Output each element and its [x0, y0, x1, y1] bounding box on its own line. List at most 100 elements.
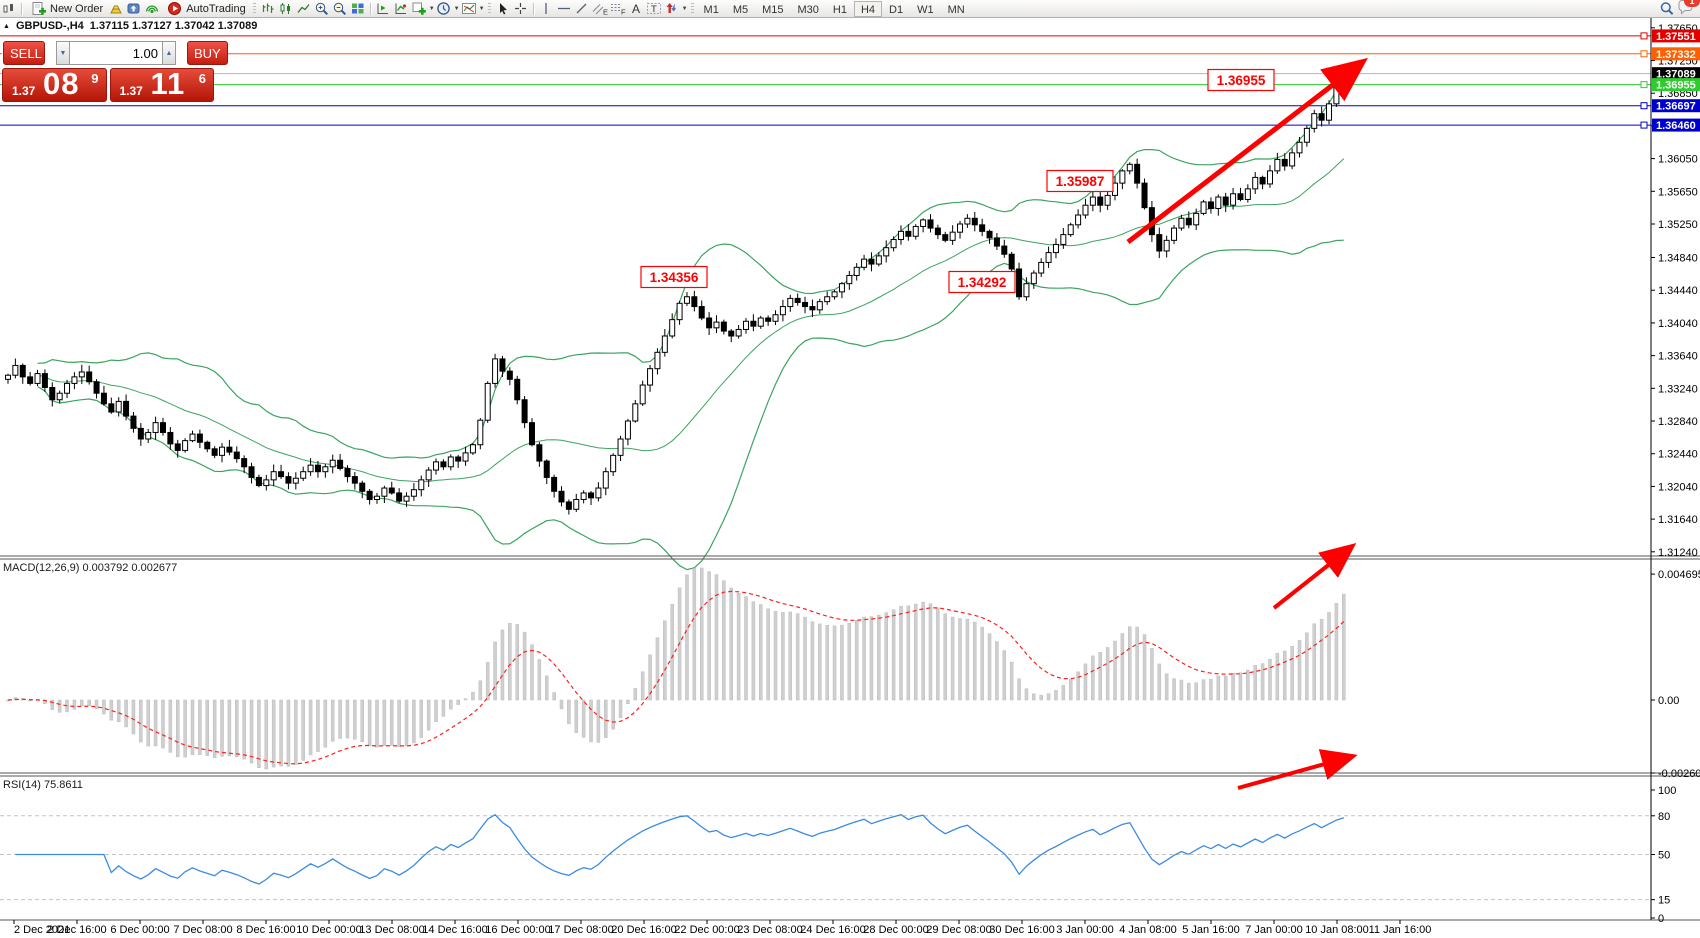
buy-price-panel[interactable]: 1.37 11 6 [109, 66, 214, 102]
deposit-gold-icon[interactable] [107, 1, 125, 17]
line-chart-button[interactable] [295, 1, 313, 17]
indicators-window-button[interactable] [374, 1, 392, 17]
candle-body [1104, 194, 1111, 206]
macd-histogram-bar [449, 699, 453, 710]
level-line-handle[interactable] [1640, 102, 1648, 110]
price-annotation-box[interactable] [1046, 169, 1114, 193]
macd-trend-arrow[interactable] [1272, 543, 1357, 610]
template-caret-icon[interactable]: ▼ [478, 5, 485, 12]
zoom-in-button[interactable] [313, 1, 331, 17]
macd-histogram-bar [699, 567, 704, 701]
macd-histogram-bar [1009, 661, 1014, 701]
sell-button[interactable]: SELL [3, 41, 45, 65]
main-trend-arrow[interactable] [1126, 57, 1368, 244]
trendline-button[interactable] [573, 1, 591, 17]
objects-window-button[interactable] [392, 1, 410, 17]
chart-symbol-period: GBPUSD-,H4 [15, 20, 84, 32]
level-line-handle[interactable] [1640, 32, 1648, 40]
arrows-caret-icon[interactable]: ▼ [681, 5, 688, 12]
candle-body [610, 454, 617, 473]
charts-icon[interactable] [0, 1, 18, 17]
rsi-trend-arrow[interactable] [1237, 749, 1358, 790]
timeframe-m30-button[interactable]: M30 [791, 1, 826, 17]
macd-histogram-bar [648, 654, 652, 701]
horizontal-line-button[interactable] [555, 1, 573, 17]
signals-icon[interactable] [143, 1, 161, 17]
candle-body [934, 227, 941, 236]
new-order-button[interactable]: New Order [25, 1, 107, 17]
arrows-button[interactable] [663, 1, 681, 17]
candle-body [706, 317, 713, 329]
volume-input[interactable] [70, 41, 162, 65]
period-caret-icon[interactable]: ▼ [453, 5, 460, 12]
candle-body [100, 392, 107, 405]
equidistant-channel-button[interactable]: E [591, 1, 609, 17]
timeframe-h4-button[interactable]: H4 [853, 0, 883, 17]
volume-decrease-button[interactable]: ▼ [56, 41, 70, 65]
notifications-chat[interactable]: 1 [1676, 0, 1700, 18]
timeframe-d1-button[interactable]: D1 [882, 1, 910, 17]
svg-text:F: F [621, 8, 626, 17]
macd-histogram-bar [1327, 612, 1331, 701]
timeframe-w1-button[interactable]: W1 [910, 1, 941, 17]
macd-layer [6, 567, 1346, 770]
candle-body [1274, 158, 1281, 172]
price-badge [1652, 118, 1700, 132]
level-line-handle[interactable] [1640, 121, 1648, 129]
candlestick-chart-button[interactable] [277, 1, 295, 17]
bollinger-bands-layer [37, 76, 1345, 571]
macd-histogram-bar [412, 699, 416, 744]
sell-price-panel[interactable]: 1.37 08 9 [2, 66, 107, 102]
candle-body [78, 371, 85, 378]
macd-histogram-bar [1098, 652, 1102, 701]
macd-histogram-bar [316, 699, 320, 752]
timeframe-m5-button[interactable]: M5 [726, 1, 755, 17]
price-annotation-box[interactable] [1207, 68, 1275, 92]
publish-icon[interactable] [125, 1, 143, 17]
period-clock-button[interactable] [435, 1, 453, 17]
timeframe-mn-button[interactable]: MN [941, 1, 972, 17]
zoom-out-button[interactable] [331, 1, 349, 17]
price-annotation-box[interactable] [640, 265, 708, 289]
candle-body [233, 451, 240, 460]
timeframe-m15-button[interactable]: M15 [755, 1, 790, 17]
macd-histogram-bar [94, 699, 99, 710]
autotrading-button[interactable]: AutoTrading [161, 1, 250, 17]
text-label-button[interactable]: T [645, 1, 663, 17]
toolbar-separator [21, 2, 22, 15]
search-icon[interactable] [1658, 1, 1676, 17]
buy-button[interactable]: BUY [187, 41, 228, 65]
text-button[interactable]: A [627, 1, 645, 17]
macd-histogram-bar [1297, 640, 1302, 701]
add-indicator-button[interactable] [410, 1, 428, 17]
macd-histogram-bar [729, 587, 733, 701]
candle-body [440, 461, 447, 468]
candle-body [993, 237, 1000, 247]
crosshair-button[interactable] [512, 1, 530, 17]
candle-body [521, 399, 528, 424]
level-line-handle[interactable] [1640, 50, 1648, 58]
macd-histogram-bar [626, 699, 630, 704]
level-line-handle[interactable] [1640, 81, 1648, 89]
volume-increase-button[interactable]: ▲ [162, 41, 176, 65]
tile-windows-button[interactable] [349, 1, 367, 17]
bar-chart-button[interactable] [259, 1, 277, 17]
add-indicator-caret-icon[interactable]: ▼ [428, 5, 435, 12]
volume-stepper: ▼ ▲ [56, 41, 176, 65]
price-annotation-box[interactable] [948, 270, 1016, 294]
price-axis[interactable]: 1.376501.372501.368501.364501.360501.356… [1651, 23, 1700, 925]
cursor-button[interactable] [494, 1, 512, 17]
macd-histogram-bar [508, 623, 512, 701]
vertical-line-button[interactable] [537, 1, 555, 17]
candle-body [683, 296, 690, 304]
timeframe-h1-button[interactable]: H1 [826, 1, 854, 17]
template-button[interactable] [460, 1, 478, 17]
candle-body [366, 490, 373, 500]
candle-body [174, 443, 181, 451]
fibonacci-button[interactable]: F [609, 1, 627, 17]
macd-histogram-bar [72, 699, 77, 710]
time-tick-label: 10 Dec 00:00 [296, 924, 361, 936]
timeframe-m1-button[interactable]: M1 [697, 1, 726, 17]
